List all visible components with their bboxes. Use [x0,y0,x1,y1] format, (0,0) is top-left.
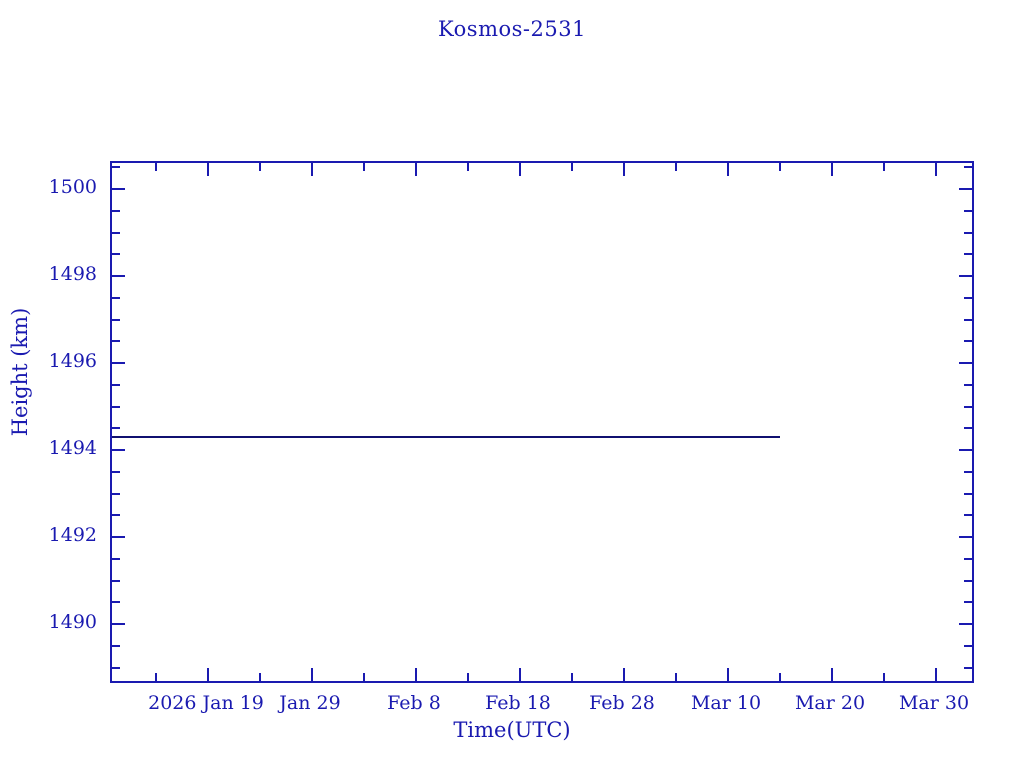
y-tick-minor [112,557,120,560]
x-tick-major [623,668,625,681]
x-tick-major [727,163,729,176]
x-tick-minor [155,673,157,681]
x-tick-label: Mar 10 [690,692,762,714]
x-tick-label: Feb 28 [589,692,655,714]
x-tick-minor [467,673,469,681]
x-tick-minor [675,163,677,171]
y-tick-major [959,275,972,278]
x-tick-minor [155,163,157,171]
y-tick-label: 1490 [48,611,97,634]
x-tick-minor [259,163,261,171]
x-axis-title: Time(UTC) [453,718,571,742]
y-tick-minor [112,601,120,604]
y-tick-major [112,536,125,539]
y-tick-minor [112,492,120,495]
y-tick-major [959,449,972,452]
y-tick-minor [112,318,120,321]
y-tick-minor [112,579,120,582]
x-tick-minor [571,163,573,171]
page-title: Kosmos-2531 [438,17,586,41]
x-tick-major [831,163,833,176]
plot-area [110,161,974,683]
x-tick-label: Mar 20 [794,692,866,714]
x-tick-minor [467,163,469,171]
y-tick-major [112,275,125,278]
y-tick-minor [112,296,120,299]
y-tick-major [959,188,972,191]
y-tick-minor [112,383,120,386]
y-tick-minor [112,231,120,234]
y-tick-minor [112,405,120,408]
y-tick-minor [964,579,972,582]
y-tick-minor [112,644,120,647]
height-data-line [112,436,780,439]
x-tick-major [311,163,313,176]
y-tick-label: 1496 [48,350,97,373]
y-tick-minor [112,340,120,343]
y-tick-minor [112,666,120,669]
y-tick-minor [964,231,972,234]
y-tick-label: 1500 [48,176,97,199]
y-tick-minor [112,470,120,473]
y-tick-label: 1498 [48,263,97,286]
x-tick-label: Jan 29 [279,692,341,714]
x-tick-major [623,163,625,176]
y-tick-minor [964,405,972,408]
y-tick-minor [964,492,972,495]
y-tick-minor [964,557,972,560]
y-tick-major [959,362,972,365]
x-tick-major [207,668,209,681]
y-tick-major [112,188,125,191]
y-tick-minor [964,209,972,212]
x-tick-label: Mar 30 [898,692,970,714]
y-tick-minor [964,601,972,604]
x-tick-label: 2026 Jan 19 [148,692,264,714]
y-tick-major [959,623,972,626]
x-tick-minor [779,673,781,681]
x-tick-minor [883,673,885,681]
x-tick-minor [363,673,365,681]
y-tick-minor [112,166,120,169]
y-tick-minor [964,427,972,430]
x-tick-minor [883,163,885,171]
x-tick-minor [571,673,573,681]
x-tick-minor [675,673,677,681]
y-tick-major [112,623,125,626]
y-tick-major [959,536,972,539]
x-tick-minor [363,163,365,171]
x-tick-major [415,163,417,176]
y-tick-major [112,362,125,365]
y-tick-minor [112,209,120,212]
y-tick-minor [964,644,972,647]
x-tick-major [519,163,521,176]
y-tick-major [112,449,125,452]
y-tick-minor [112,253,120,256]
y-tick-minor [112,427,120,430]
y-tick-minor [964,666,972,669]
y-tick-minor [964,470,972,473]
y-tick-minor [964,514,972,517]
x-tick-minor [779,163,781,171]
y-tick-minor [964,166,972,169]
x-tick-major [727,668,729,681]
x-tick-label: Feb 18 [485,692,551,714]
y-tick-minor [964,253,972,256]
x-tick-major [311,668,313,681]
y-tick-minor [112,514,120,517]
x-tick-major [935,668,937,681]
x-tick-minor [259,673,261,681]
x-tick-major [207,163,209,176]
y-tick-minor [964,296,972,299]
x-tick-major [831,668,833,681]
x-tick-major [935,163,937,176]
x-tick-label: Feb 8 [387,692,441,714]
y-tick-minor [964,340,972,343]
x-tick-major [519,668,521,681]
y-tick-label: 1494 [48,437,97,460]
x-tick-major [415,668,417,681]
y-tick-minor [964,383,972,386]
y-tick-label: 1492 [48,524,97,547]
y-tick-minor [964,318,972,321]
